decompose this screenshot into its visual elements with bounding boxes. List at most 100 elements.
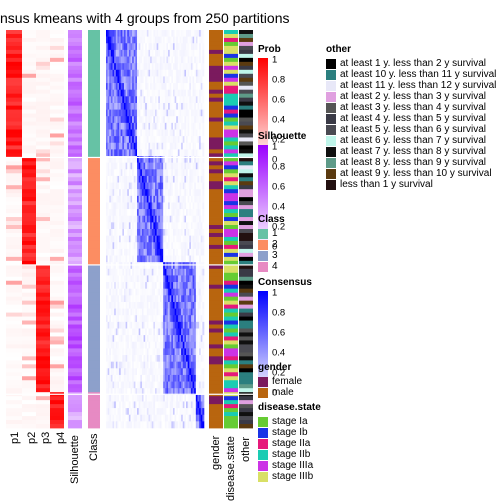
disease-state-cell (224, 30, 238, 35)
consensus-cell (186, 414, 188, 422)
consensus-cell (120, 142, 123, 150)
disease-state-cell (224, 328, 238, 333)
consensus-cell (146, 69, 149, 77)
other-cell (239, 129, 253, 134)
silhouette-cell (68, 236, 82, 242)
consensus-cell (168, 295, 170, 303)
consensus-cell (151, 202, 154, 210)
consensus-cell (176, 169, 179, 177)
consensus-cell (135, 49, 138, 57)
consensus-cell (133, 30, 136, 37)
consensus-cell (114, 195, 117, 203)
prob-cell (50, 244, 64, 250)
consensus-cell (140, 282, 143, 289)
consensus-cell (117, 96, 120, 104)
prob-tick: 0.8 (272, 74, 286, 86)
consensus-cell (158, 195, 161, 203)
consensus-cell (171, 315, 174, 323)
gender-cell (209, 209, 223, 214)
consensus-cell (148, 162, 151, 170)
consensus-cell (158, 321, 161, 329)
consensus-cell (187, 56, 190, 64)
consensus-cell (138, 335, 141, 343)
consensus-cell (140, 361, 143, 369)
consensus-cell (166, 189, 169, 197)
consensus-cell (106, 295, 108, 303)
consensus-cell (109, 209, 112, 217)
consensus-cell (161, 149, 164, 157)
silhouette-cell (68, 41, 82, 47)
class-cell (88, 288, 100, 294)
consensus-cell (153, 381, 156, 389)
consensus-cell (195, 321, 198, 329)
consensus-cell (194, 282, 197, 289)
consensus-cell (171, 209, 174, 217)
consensus-cell (161, 242, 164, 250)
consensus-cell (127, 248, 130, 256)
consensus-cell (177, 408, 180, 416)
consensus-cell (169, 301, 172, 309)
consensus-cell (117, 421, 120, 429)
class-cell (88, 33, 100, 39)
consensus-cell (119, 368, 121, 376)
consensus-cell (120, 116, 123, 124)
consensus-cell (107, 195, 110, 203)
consensus-cell (197, 408, 200, 416)
consensus-cell (123, 341, 126, 349)
consensus-cell (182, 175, 185, 183)
consensus-cell (138, 149, 141, 157)
consensus-cell (146, 109, 149, 117)
consensus-cell (123, 328, 126, 336)
prob-cell (6, 205, 22, 210)
prob-cell (36, 408, 50, 413)
prob-cell (36, 33, 50, 39)
prob-cell (22, 372, 36, 377)
consensus-cell (150, 235, 153, 243)
gender-cell (209, 380, 223, 385)
consensus-cell (140, 215, 143, 223)
consensus-cell (194, 421, 197, 429)
consensus-cell (128, 374, 131, 382)
consensus-cell (172, 30, 175, 37)
consensus-cell (148, 295, 151, 303)
consensus-cell (132, 381, 135, 389)
consensus-cell (172, 69, 175, 77)
consensus-cell (117, 122, 120, 130)
other-cell (239, 276, 253, 282)
consensus-cell (130, 328, 133, 336)
consensus-cell (172, 248, 175, 256)
legend-item-disease-state: stage IIa (258, 438, 321, 449)
silhouette-cell (68, 348, 82, 353)
consensus-cell (194, 36, 197, 44)
consensus-cell (163, 162, 166, 170)
consensus-cell (166, 335, 169, 343)
legend-label: stage IIIb (272, 471, 314, 482)
consensus-cell (192, 149, 195, 157)
consensus-cell (133, 63, 136, 71)
consensus-cell (133, 49, 136, 57)
consensus-cell (192, 49, 195, 57)
consensus-cell (174, 328, 177, 336)
consensus-cell (115, 215, 118, 223)
consensus-cell (184, 169, 187, 177)
consensus-cell (135, 301, 138, 309)
consensus-cell (199, 49, 202, 57)
prob-cell (50, 336, 64, 341)
consensus-cell (181, 394, 184, 402)
consensus-cell (112, 43, 115, 51)
disease-state-cell (224, 420, 238, 425)
consensus-cell (164, 288, 167, 296)
consensus-cell (120, 242, 123, 250)
consensus-cell (194, 69, 197, 77)
consensus-cell (153, 96, 156, 104)
consensus-cell (140, 381, 143, 389)
consensus-cell (114, 255, 117, 263)
legend-swatch (326, 135, 336, 146)
consensus-cell (153, 268, 156, 276)
consensus-cell (128, 30, 131, 37)
consensus-cell (176, 56, 179, 64)
gender-cell (209, 53, 223, 59)
consensus-cell (202, 89, 205, 97)
consensus-cell (172, 215, 175, 223)
silhouette-cell (68, 53, 82, 59)
